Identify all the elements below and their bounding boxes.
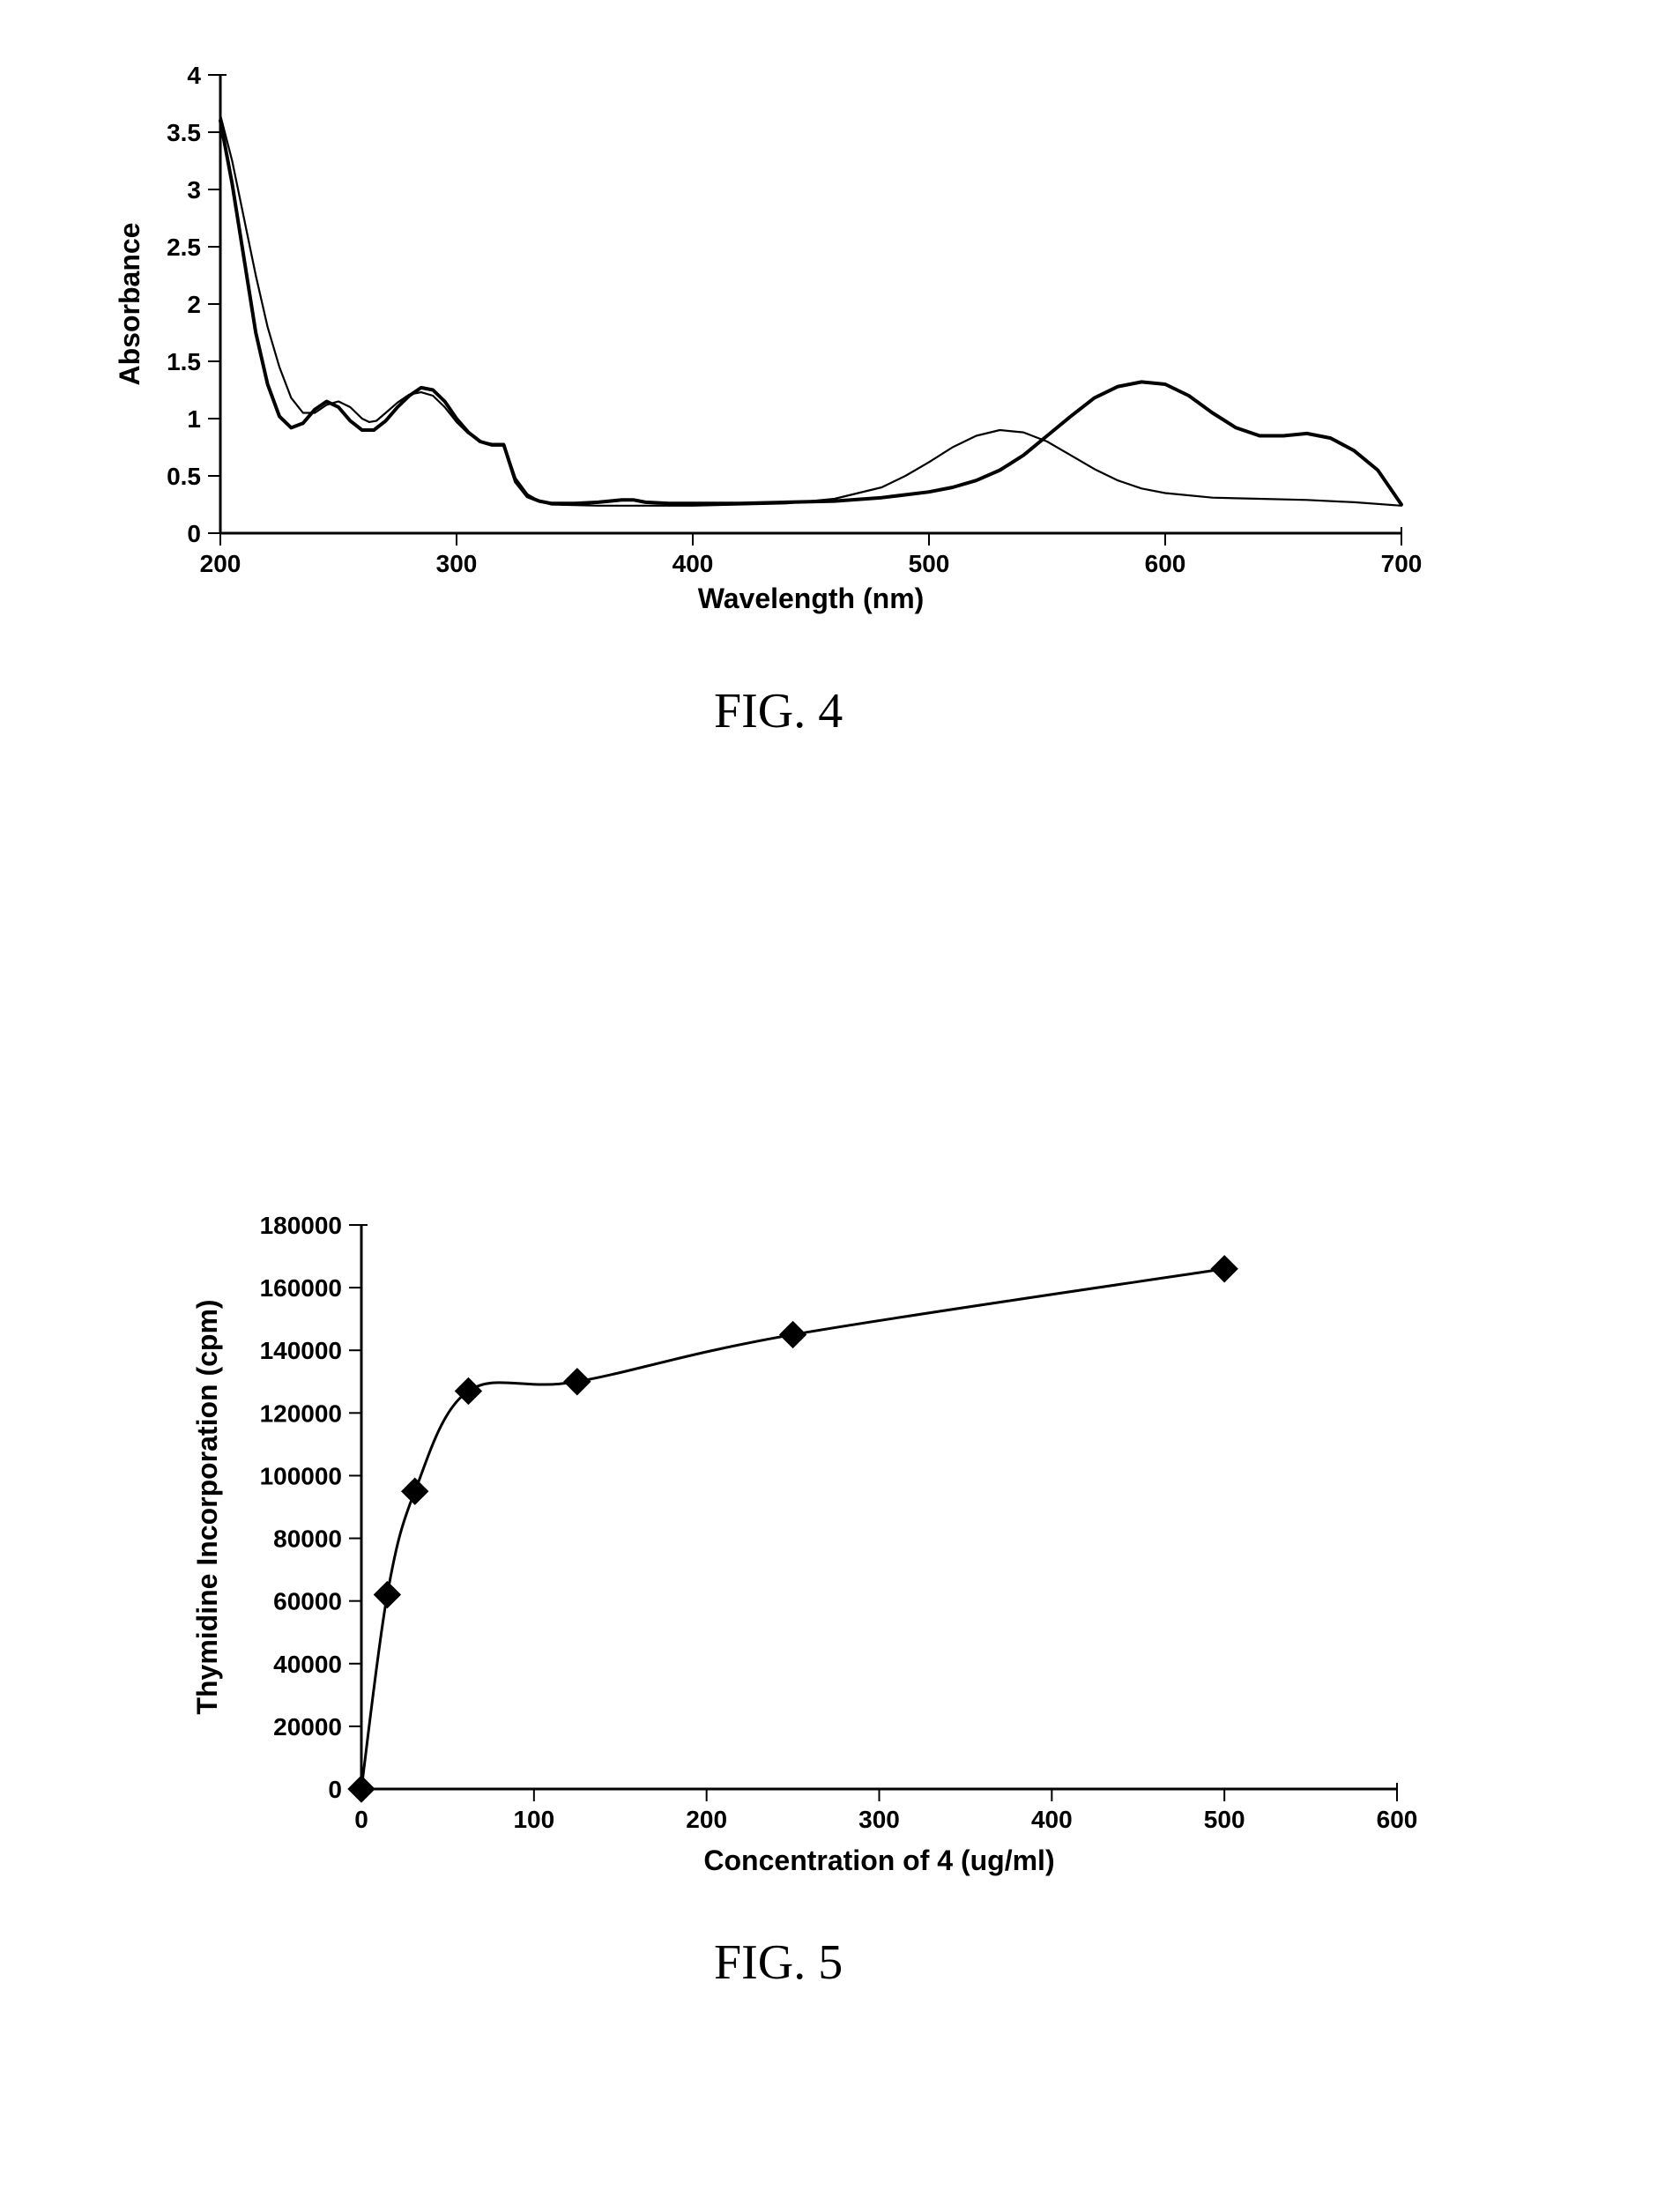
svg-text:140000: 140000 bbox=[260, 1337, 342, 1364]
svg-text:Wavelength (nm): Wavelength (nm) bbox=[698, 583, 925, 614]
svg-text:500: 500 bbox=[909, 550, 950, 577]
svg-text:0.5: 0.5 bbox=[167, 463, 201, 490]
svg-text:60000: 60000 bbox=[273, 1588, 342, 1615]
svg-text:3: 3 bbox=[187, 176, 201, 204]
svg-text:160000: 160000 bbox=[260, 1274, 342, 1302]
svg-text:700: 700 bbox=[1381, 550, 1423, 577]
svg-text:600: 600 bbox=[1377, 1806, 1418, 1833]
svg-text:400: 400 bbox=[1031, 1806, 1073, 1833]
svg-text:1.5: 1.5 bbox=[167, 348, 201, 375]
fig5-chart: 0 20000 40000 60000 80000 100000 120000 140000 1… bbox=[176, 1207, 1428, 1886]
svg-text:Thymidine Incorporation (cpm): Thymidine Incorporation (cpm) bbox=[191, 1299, 223, 1714]
svg-text:3.5: 3.5 bbox=[167, 119, 201, 146]
svg-text:Absorbance: Absorbance bbox=[114, 223, 145, 386]
svg-text:100000: 100000 bbox=[260, 1462, 342, 1489]
svg-text:80000: 80000 bbox=[273, 1525, 342, 1553]
fig5-caption: FIG. 5 bbox=[714, 1934, 843, 1991]
page: 0 0.5 1 1.5 2 2.5 3 3.5 4 200 300 400 500 600 700 Wavel… bbox=[0, 0, 1672, 2212]
svg-text:0: 0 bbox=[328, 1776, 342, 1803]
svg-text:Concentration of 4 (ug/ml): Concentration of 4 (ug/ml) bbox=[703, 1845, 1054, 1876]
svg-text:200: 200 bbox=[200, 550, 242, 577]
svg-text:4: 4 bbox=[187, 62, 201, 89]
fig5-svg: 0 20000 40000 60000 80000 100000 120000 140000 1… bbox=[176, 1207, 1428, 1886]
svg-text:1: 1 bbox=[187, 405, 201, 433]
fig4-caption: FIG. 4 bbox=[714, 683, 843, 739]
svg-text:0: 0 bbox=[354, 1806, 368, 1833]
svg-text:120000: 120000 bbox=[260, 1399, 342, 1427]
svg-text:40000: 40000 bbox=[273, 1651, 342, 1678]
svg-text:300: 300 bbox=[858, 1806, 900, 1833]
fig4-chart: 0 0.5 1 1.5 2 2.5 3 3.5 4 200 300 400 500 600 700 Wavel… bbox=[106, 62, 1428, 617]
fig4-svg: 0 0.5 1 1.5 2 2.5 3 3.5 4 200 300 400 500 600 700 Wavel… bbox=[106, 62, 1428, 617]
svg-text:180000: 180000 bbox=[260, 1212, 342, 1239]
svg-text:300: 300 bbox=[436, 550, 478, 577]
svg-text:2: 2 bbox=[187, 291, 201, 318]
svg-text:100: 100 bbox=[513, 1806, 554, 1833]
svg-text:20000: 20000 bbox=[273, 1713, 342, 1741]
svg-text:0: 0 bbox=[187, 520, 201, 547]
svg-text:2.5: 2.5 bbox=[167, 234, 201, 261]
svg-text:600: 600 bbox=[1145, 550, 1186, 577]
svg-text:400: 400 bbox=[673, 550, 714, 577]
svg-text:200: 200 bbox=[686, 1806, 727, 1833]
svg-text:500: 500 bbox=[1204, 1806, 1245, 1833]
